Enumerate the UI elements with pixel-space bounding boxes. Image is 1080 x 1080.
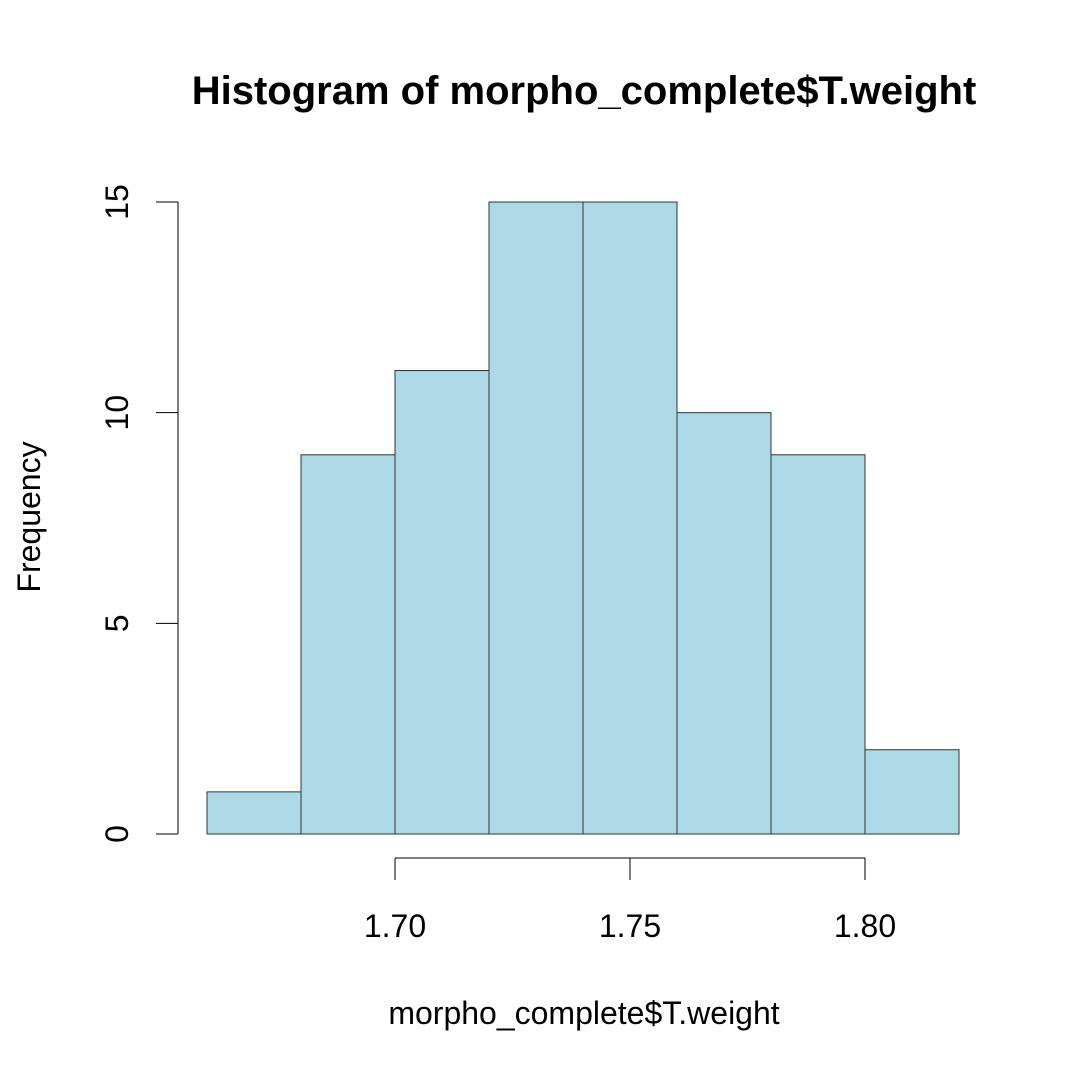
histogram-bar <box>394 370 490 835</box>
histogram-bar <box>864 749 960 835</box>
histogram-bar <box>488 201 584 835</box>
y-tick-label: 15 <box>99 184 135 220</box>
x-tick-label: 1.75 <box>599 908 661 944</box>
histogram-bar <box>300 454 396 835</box>
histogram-bar <box>582 201 678 835</box>
histogram-bars <box>206 201 960 835</box>
x-axis: 1.70 1.75 1.80 <box>364 857 896 944</box>
x-tick-label: 1.70 <box>364 908 426 944</box>
y-tick-label: 5 <box>99 614 135 632</box>
y-tick-label: 0 <box>99 825 135 843</box>
histogram-bar <box>676 412 772 835</box>
y-tick-label: 10 <box>99 395 135 431</box>
chart-title: Histogram of morpho_complete$T.weight <box>192 69 977 113</box>
y-axis-label: Frequency <box>11 441 47 592</box>
histogram-bar <box>206 791 302 835</box>
y-axis: 0 5 10 15 <box>99 184 179 843</box>
histogram-bar <box>770 454 866 835</box>
x-tick-label: 1.80 <box>834 908 896 944</box>
x-axis-label: morpho_complete$T.weight <box>388 995 779 1031</box>
